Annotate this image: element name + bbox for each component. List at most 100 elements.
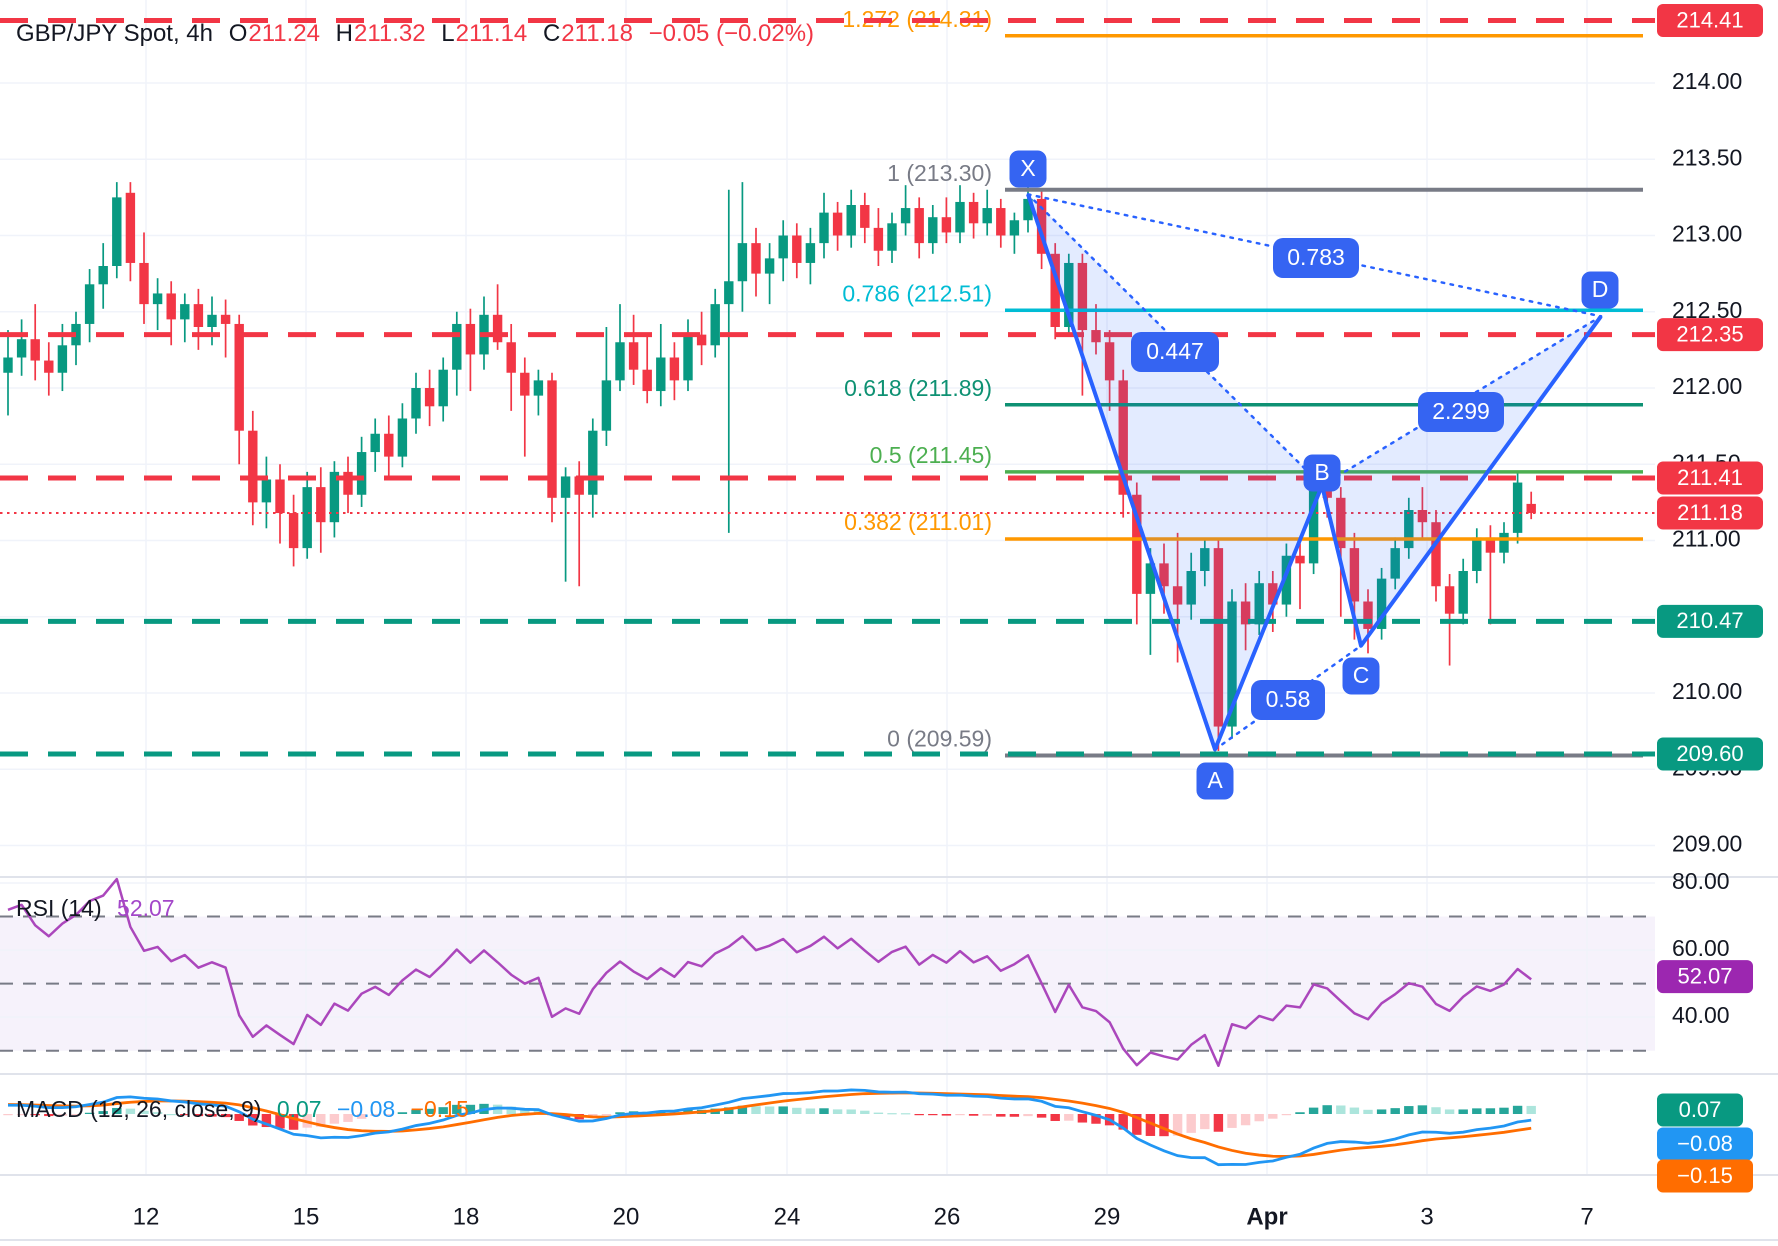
macd-legend[interactable]: MACD (12, 26, close, 9) 0.07 −0.08 −0.15: [16, 1096, 478, 1123]
candle: [533, 369, 544, 416]
candle: [220, 299, 231, 358]
candle-body: [928, 217, 938, 244]
candle: [520, 357, 530, 457]
price-level-badge-text: 212.35: [1676, 321, 1743, 346]
candle-body: [1104, 342, 1115, 381]
candle: [1186, 552, 1196, 620]
time-axis-label: 20: [613, 1203, 640, 1230]
pattern-point-badge-text: B: [1314, 459, 1329, 485]
candle: [1213, 540, 1224, 751]
candle: [601, 327, 612, 446]
candle: [1227, 589, 1237, 739]
candle-body: [1526, 503, 1536, 514]
macd-hist-bar: [1322, 1105, 1332, 1114]
macd-hist-bar: [411, 1109, 421, 1114]
pattern-ratio-badge: 0.58: [1251, 680, 1325, 720]
candle-body: [261, 479, 272, 503]
macd-value-badge-text: 0.07: [1679, 1097, 1722, 1122]
candle-body: [1064, 262, 1074, 327]
macd-hist-bar: [601, 1114, 612, 1116]
macd-hist-bar: [1472, 1108, 1482, 1114]
pattern-ratio-badge: 2.299: [1418, 392, 1504, 432]
candle: [492, 284, 503, 350]
candle: [152, 278, 163, 331]
pattern-point-badge-bg: [1196, 762, 1234, 800]
rsi-legend[interactable]: RSI (14) 52.07: [16, 895, 184, 922]
macd-hist-bar: [1009, 1114, 1020, 1117]
macd-hist-bar: [166, 1113, 176, 1116]
candle: [846, 189, 856, 248]
macd-hist-bar: [98, 1111, 108, 1114]
macd-hist-bar: [1064, 1114, 1074, 1121]
candle: [139, 232, 149, 324]
candle-body: [1458, 571, 1468, 614]
macd-hist-bar: [1485, 1108, 1496, 1114]
candle: [1050, 243, 1060, 340]
macd-hist-bar: [1458, 1109, 1468, 1114]
symbol-legend[interactable]: GBP/JPY Spot, 4h O211.24 H211.32 L211.14…: [16, 20, 823, 48]
candle-body: [873, 227, 884, 251]
candle-body: [1227, 601, 1237, 727]
candle-body: [248, 430, 258, 503]
candle-body: [44, 360, 54, 373]
macd-hist-bar: [1077, 1114, 1088, 1123]
candle-body: [207, 314, 217, 327]
price-scale-hit[interactable]: [1655, 0, 1778, 1175]
candle: [996, 198, 1006, 248]
candle: [683, 319, 693, 392]
candle: [751, 227, 761, 297]
macd-hist-bar: [1145, 1114, 1156, 1136]
current-price-badge: 211.18: [1657, 496, 1763, 530]
candle: [887, 212, 897, 263]
macd-hist-bar: [506, 1106, 516, 1114]
candle-body: [805, 243, 816, 263]
candle-body: [125, 192, 136, 263]
time-axis-label: 29: [1094, 1203, 1121, 1230]
candle-body: [737, 243, 748, 282]
macd-hist-bar: [955, 1114, 965, 1116]
candle: [98, 243, 108, 309]
time-scale[interactable]: 12 15 18 20 24 26 29 Apr 3 7: [0, 1175, 1778, 1246]
candle-body: [220, 314, 231, 324]
candle-body: [424, 388, 435, 407]
pattern-ratio-badge-bg: [1273, 238, 1359, 278]
candle-body: [1281, 555, 1292, 605]
candle-body: [996, 208, 1006, 236]
candle: [1254, 571, 1264, 636]
macd-hist-bar: [1363, 1109, 1373, 1114]
candle-body: [275, 479, 285, 514]
rsi-axis-label: 40.00: [1672, 1002, 1730, 1028]
price-scale[interactable]: 214.00213.50213.00212.50212.00211.50211.…: [1655, 0, 1778, 1193]
candle: [669, 342, 680, 401]
macd-hist-value: 0.07: [276, 1096, 322, 1122]
macd-hist-bar: [1200, 1114, 1210, 1130]
macd-hist-bar: [1444, 1109, 1455, 1114]
candle-body: [1200, 548, 1210, 571]
fib-label: 0.618 (211.89): [844, 375, 992, 401]
fib-label: 0 (209.59): [887, 726, 992, 752]
pattern-ratio-badge-bg: [1251, 680, 1325, 720]
candle: [329, 461, 340, 538]
macd-hist-bar: [1240, 1114, 1251, 1126]
candle-body: [1444, 586, 1455, 614]
macd-hist-bar: [1417, 1105, 1428, 1114]
macd-value-badge-bg: [1657, 1093, 1743, 1127]
macd-hist-bar: [900, 1113, 911, 1115]
candle-body: [1363, 601, 1373, 629]
price-level-badge: 209.60: [1657, 737, 1763, 771]
macd-line: [7, 1088, 1532, 1167]
candle-body: [792, 235, 802, 263]
candle: [397, 403, 408, 468]
macd-value-badge: −0.08: [1657, 1127, 1753, 1161]
macd-hist-bar: [84, 1112, 95, 1114]
rsi-line: [7, 877, 1532, 1067]
candle-body: [601, 380, 612, 431]
candle-body: [1213, 548, 1224, 727]
fib-label: 0.786 (212.51): [842, 280, 992, 306]
close-label: C: [542, 20, 561, 47]
macd-hist-bar: [424, 1108, 435, 1114]
time-scale-hit[interactable]: [0, 1175, 1778, 1246]
rsi-value: 52.07: [117, 895, 175, 921]
